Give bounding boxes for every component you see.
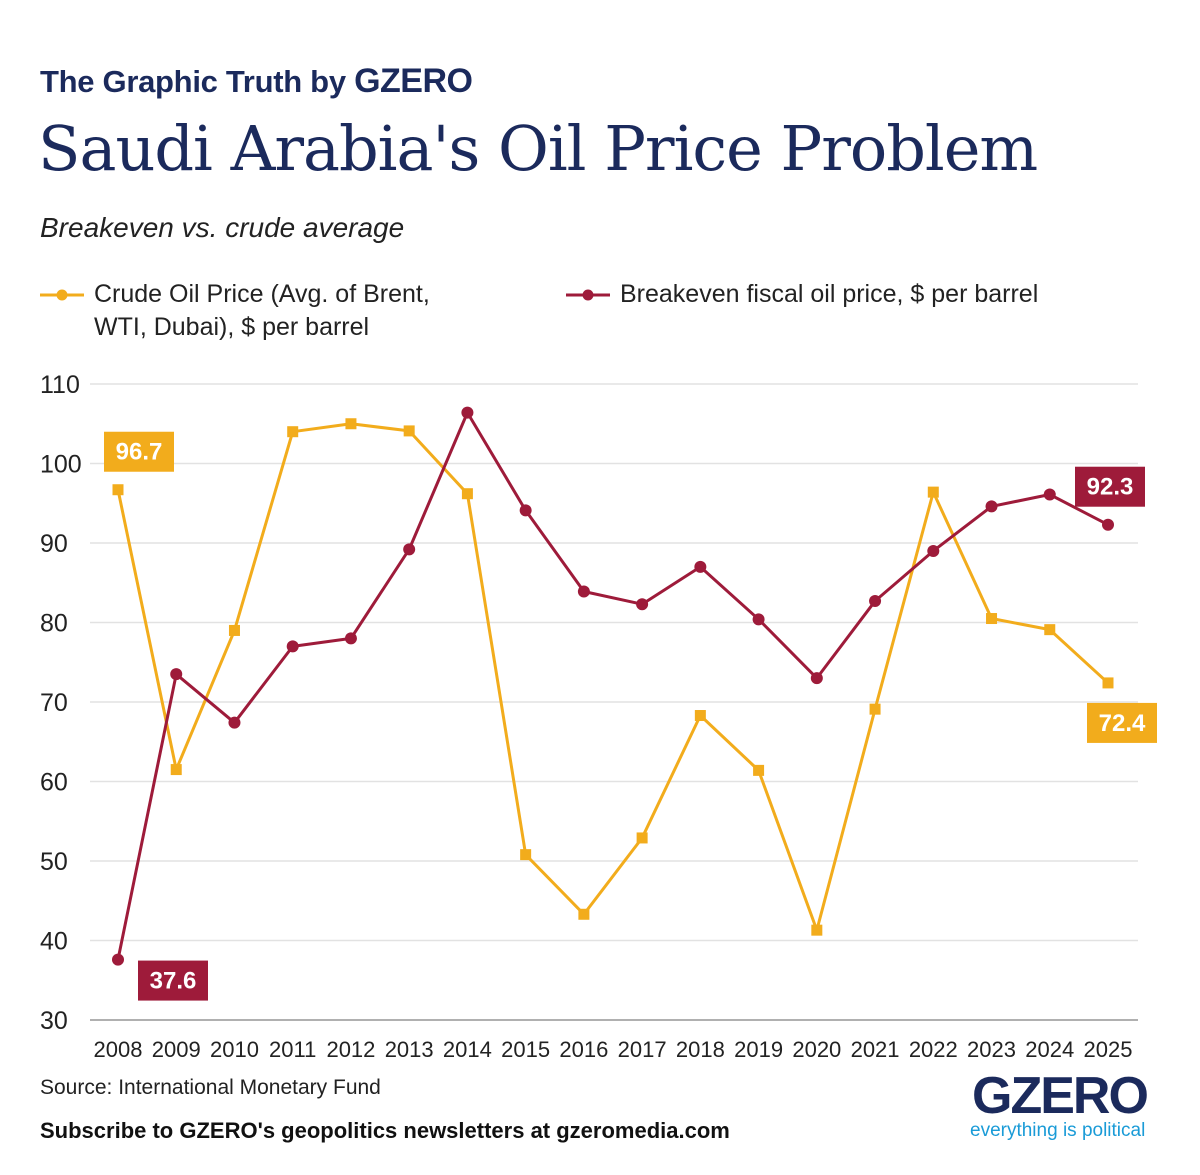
legend-crude-swatch — [40, 289, 84, 301]
x-tick-label: 2012 — [326, 1037, 375, 1062]
data-point-crude — [520, 849, 532, 861]
data-point-crude — [403, 425, 415, 437]
x-tick-label: 2015 — [501, 1037, 550, 1062]
data-point-crude — [345, 418, 357, 430]
x-tick-label: 2021 — [851, 1037, 900, 1062]
data-point-crude — [1044, 624, 1056, 636]
kicker-brand: GZERO — [354, 62, 473, 100]
data-point-breakeven — [1102, 518, 1114, 531]
legend-breakeven-swatch — [566, 289, 610, 301]
data-point-breakeven — [636, 598, 649, 611]
data-point-breakeven — [1043, 488, 1056, 501]
y-tick-label: 80 — [40, 610, 68, 638]
data-point-crude — [461, 488, 473, 500]
source-note: Source: International Monetary Fund — [40, 1076, 381, 1099]
data-point-breakeven — [810, 672, 823, 685]
data-point-breakeven — [752, 613, 765, 626]
data-label: 37.6 — [150, 968, 197, 995]
x-tick-label: 2017 — [618, 1037, 667, 1062]
kicker: The Graphic Truth by GZERO — [40, 62, 473, 101]
data-label-box — [138, 960, 208, 1001]
data-point-crude — [986, 613, 998, 625]
series-line-crude — [116, 422, 1110, 932]
x-tick-label: 2019 — [734, 1037, 783, 1062]
data-point-breakeven — [170, 668, 183, 681]
gzero-logo: GZERO everything is political — [970, 1070, 1160, 1142]
y-tick-label: 90 — [40, 530, 68, 558]
x-tick-label: 2008 — [94, 1037, 143, 1062]
x-tick-label: 2009 — [152, 1037, 201, 1062]
data-point-crude — [694, 710, 706, 722]
data-point-crude — [287, 426, 299, 438]
data-point-crude — [927, 486, 939, 498]
data-label: 96.7 — [116, 439, 163, 466]
chart-subtitle: Breakeven vs. crude average — [40, 212, 405, 243]
x-tick-label: 2013 — [385, 1037, 434, 1062]
data-point-breakeven — [403, 543, 416, 556]
data-point-breakeven — [927, 544, 940, 557]
x-tick-label: 2018 — [676, 1037, 725, 1062]
data-label-box — [104, 431, 174, 472]
data-point-breakeven — [577, 585, 590, 598]
x-tick-label: 2011 — [269, 1037, 316, 1062]
subscribe-note: Subscribe to GZERO's geopolitics newslet… — [40, 1118, 730, 1143]
data-point-breakeven — [286, 640, 299, 653]
logo-tagline: everything is political — [970, 1120, 1146, 1141]
x-tick-label: 2016 — [559, 1037, 608, 1062]
x-tick-label: 2020 — [792, 1037, 841, 1062]
data-point-breakeven — [228, 716, 241, 729]
data-point-crude — [1102, 677, 1114, 689]
x-tick-label: 2014 — [443, 1037, 492, 1062]
legend-crude-line1: Crude Oil Price (Avg. of Brent, — [94, 280, 430, 308]
data-point-crude — [869, 703, 881, 715]
data-point-crude — [170, 764, 182, 776]
data-point-crude — [636, 832, 648, 844]
data-label-box — [1075, 466, 1145, 507]
data-point-breakeven — [344, 632, 357, 645]
data-point-crude — [578, 908, 590, 920]
y-tick-label: 60 — [40, 769, 68, 797]
logo-word: GZERO — [972, 1067, 1149, 1125]
y-tick-label: 40 — [40, 928, 68, 956]
data-point-breakeven — [869, 595, 882, 608]
data-point-crude — [753, 764, 765, 776]
x-tick-label: 2024 — [1025, 1037, 1074, 1062]
x-tick-label: 2025 — [1084, 1037, 1133, 1062]
data-point-breakeven — [985, 500, 998, 513]
legend-breakeven-label: Breakeven fiscal oil price, $ per barrel — [620, 280, 1039, 308]
x-tick-label: 2022 — [909, 1037, 958, 1062]
chart-title: Saudi Arabia's Oil Price Problem — [38, 112, 1038, 185]
y-tick-label: 70 — [40, 689, 68, 717]
x-tick-label: 2023 — [967, 1037, 1016, 1062]
data-point-breakeven — [112, 953, 124, 966]
y-tick-label: 50 — [40, 848, 68, 876]
data-point-breakeven — [461, 406, 474, 419]
data-point-breakeven — [519, 504, 532, 517]
data-label-box — [1087, 702, 1157, 743]
data-point-crude — [811, 924, 823, 936]
kicker-text: The Graphic Truth by — [40, 64, 346, 99]
y-tick-label: 100 — [40, 451, 82, 479]
legend-crude-line2: WTI, Dubai), $ per barrel — [94, 313, 370, 341]
y-tick-label: 110 — [40, 371, 80, 399]
data-point-crude — [228, 624, 240, 636]
series-line-breakeven — [116, 411, 1109, 960]
data-label: 72.4 — [1099, 710, 1146, 737]
data-point-breakeven — [694, 560, 707, 573]
x-tick-label: 2010 — [210, 1037, 259, 1062]
data-point-crude — [112, 484, 124, 496]
data-label: 92.3 — [1087, 474, 1134, 501]
y-tick-label: 30 — [40, 1007, 68, 1035]
